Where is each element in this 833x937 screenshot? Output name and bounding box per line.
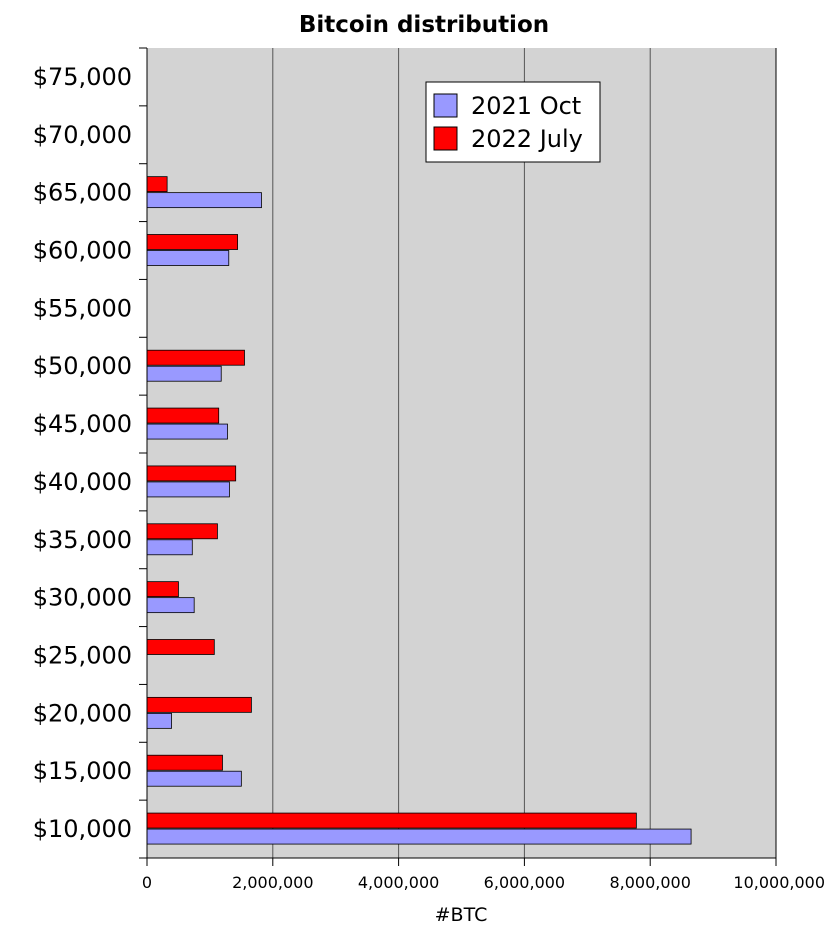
bars <box>146 176 692 845</box>
bar-2022-july-2 <box>146 176 168 193</box>
bar-2021-oct-13 <box>146 828 692 845</box>
category-label-1: $70,000 <box>33 121 132 149</box>
category-label-7: $40,000 <box>33 468 132 496</box>
bar-2021-oct-9 <box>146 597 195 614</box>
bar-2021-oct-11 <box>146 712 172 729</box>
x-tick-label-2: 4,000,000 <box>358 873 439 892</box>
category-label-5: $50,000 <box>33 352 132 380</box>
bar-2022-july-5 <box>146 349 245 366</box>
bar-2022-july-12 <box>146 754 223 771</box>
bar-2022-july-6 <box>146 407 220 424</box>
chart-title: Bitcoin distribution <box>299 12 549 38</box>
legend-items: 2021 Oct 2022 July <box>433 92 583 153</box>
legend-swatch-0 <box>433 93 458 118</box>
x-tick-label-0: 0 <box>142 873 152 892</box>
legend-label-0: 2021 Oct <box>471 92 581 120</box>
axes <box>139 47 777 866</box>
category-label-10: $25,000 <box>33 642 132 670</box>
bar-2022-july-11 <box>146 696 252 713</box>
category-label-2: $65,000 <box>33 179 132 207</box>
plot-background <box>147 48 776 858</box>
category-label-13: $10,000 <box>33 815 132 843</box>
x-tick-label-3: 6,000,000 <box>484 873 565 892</box>
legend-label-1: 2022 July <box>471 125 583 153</box>
x-tick-label-1: 2,000,000 <box>232 873 313 892</box>
x-tick-label-5: 10,000,000 <box>733 873 825 892</box>
legend-swatch-1 <box>433 126 458 151</box>
category-label-0: $75,000 <box>33 63 132 91</box>
bar-2021-oct-3 <box>146 250 230 266</box>
bar-2021-oct-12 <box>146 770 242 787</box>
bar-2021-oct-6 <box>146 423 228 440</box>
category-label-11: $20,000 <box>33 699 132 727</box>
bar-2022-july-10 <box>146 639 215 655</box>
x-tick-label-4: 8,000,000 <box>609 873 690 892</box>
bar-2022-july-7 <box>146 465 237 482</box>
bar-2022-july-3 <box>146 234 238 250</box>
x-axis-label: #BTC <box>435 904 488 926</box>
category-label-12: $15,000 <box>33 757 132 785</box>
x-tick-labels: 0 2,000,000 4,000,000 6,000,000 8,000,000 10,… <box>142 873 825 892</box>
bar-2021-oct-8 <box>146 539 193 556</box>
category-label-4: $55,000 <box>33 294 132 322</box>
category-label-8: $35,000 <box>33 526 132 554</box>
bar-2022-july-9 <box>146 581 179 598</box>
legend: 2021 Oct 2022 July <box>425 81 601 163</box>
bar-2021-oct-7 <box>146 481 230 498</box>
category-label-3: $60,000 <box>33 237 132 265</box>
bar-2022-july-8 <box>146 523 218 540</box>
category-label-6: $45,000 <box>33 410 132 438</box>
category-labels: $75,000 $70,000 $65,000 $60,000 $55,000 $50,0… <box>33 63 132 843</box>
category-label-9: $30,000 <box>33 584 132 612</box>
bar-2022-july-13 <box>146 812 637 829</box>
bar-2021-oct-5 <box>146 365 222 382</box>
bar-2021-oct-2 <box>146 192 262 209</box>
